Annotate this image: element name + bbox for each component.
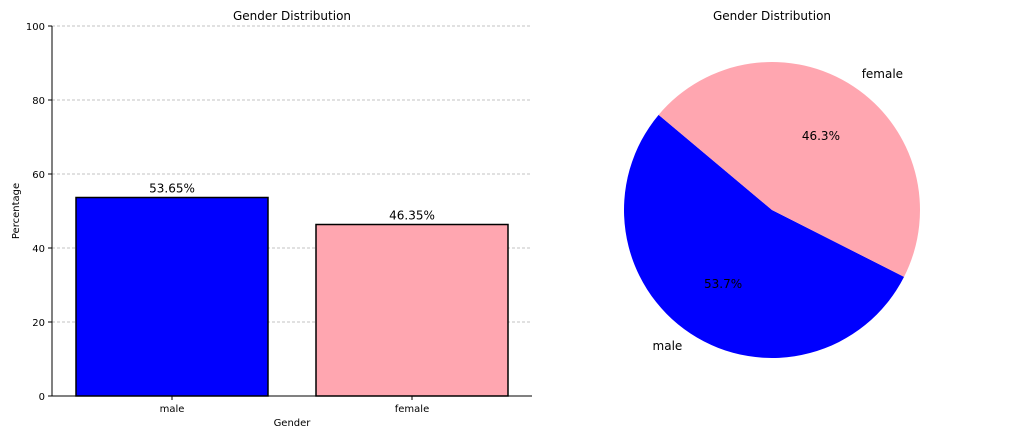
pie-slice-female bbox=[658, 61, 921, 277]
bar-female bbox=[315, 223, 509, 397]
bar-x-label: Gender bbox=[274, 418, 312, 429]
pie-label: female bbox=[862, 67, 903, 81]
pie-chart-title: Gender Distribution bbox=[713, 9, 831, 23]
y-tick-label: 100 bbox=[26, 22, 45, 33]
y-tick-label: 20 bbox=[32, 318, 45, 329]
bar-value-label: 46.35% bbox=[389, 209, 435, 223]
bar-value-label: 53.65% bbox=[149, 181, 195, 195]
pie-pct-label: 53.7% bbox=[704, 277, 742, 291]
y-tick-label: 0 bbox=[39, 392, 45, 403]
bar-y-label: Percentage bbox=[11, 183, 22, 239]
pie-label: male bbox=[653, 339, 683, 353]
y-tick-label: 60 bbox=[32, 170, 45, 181]
x-tick-label: male bbox=[160, 404, 185, 415]
x-tick-label: female bbox=[395, 404, 429, 415]
pie-slice-male bbox=[624, 114, 905, 358]
bar-chart-title: Gender Distribution bbox=[233, 9, 351, 23]
y-tick-label: 80 bbox=[32, 96, 45, 107]
y-tick-label: 40 bbox=[32, 244, 45, 255]
bar-male bbox=[75, 196, 269, 397]
pie-pct-label: 46.3% bbox=[802, 129, 840, 143]
